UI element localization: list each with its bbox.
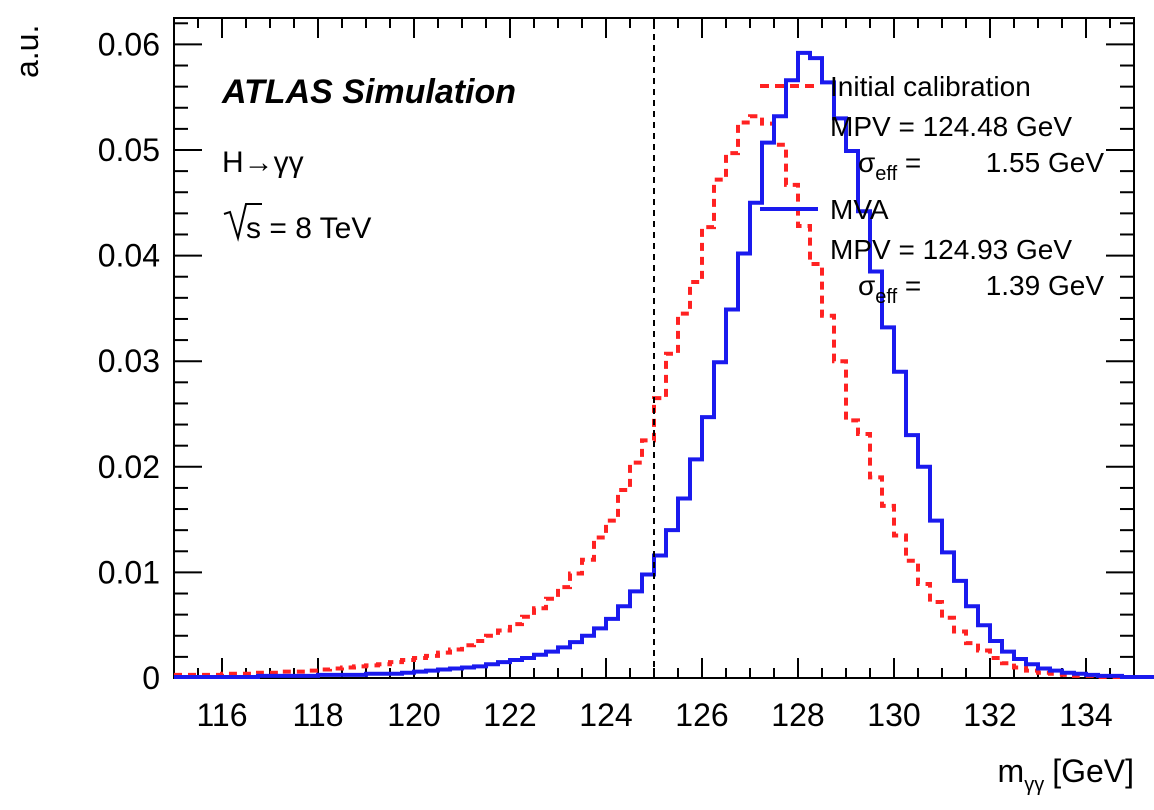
y-tick-label: 0.01: [98, 554, 160, 590]
sigma-sub: eff: [875, 286, 897, 308]
legend: Initial calibration MPV = 124.48 GeV σef…: [760, 71, 1104, 308]
legend-label-initial: Initial calibration: [830, 71, 1031, 102]
y-axis-title: a.u.: [9, 25, 45, 78]
process-label: H→γγ: [222, 146, 304, 179]
legend-sigma-value-mva: 1.39 GeV: [986, 270, 1105, 301]
y-tick-label: 0.06: [98, 26, 160, 62]
y-tick-label: 0.04: [98, 238, 160, 274]
sigma-symbol: σ: [858, 147, 875, 178]
x-tick-label: 124: [579, 697, 632, 733]
x-tick-label: 120: [387, 697, 440, 733]
x-axis-title-sub: γγ: [1024, 774, 1044, 796]
x-tick-label: 122: [483, 697, 536, 733]
sigma-symbol: σ: [858, 270, 875, 301]
x-tick-label: 116: [196, 697, 247, 733]
sqrt-symbol-icon: [223, 203, 262, 242]
legend-sigma-initial: σeff =: [858, 147, 929, 185]
axis-tick-labels: 116 118 120 122 124 126 128 130 132 134 0 0.01 0.02 0…: [98, 26, 1113, 733]
y-tick-label: 0.05: [98, 132, 160, 168]
sigma-eq: =: [897, 147, 929, 178]
energy-label: s = 8 TeV: [246, 212, 371, 245]
x-tick-label: 118: [292, 697, 343, 733]
x-tick-label: 126: [675, 697, 728, 733]
legend-mpv-initial: MPV = 124.48 GeV: [830, 111, 1072, 142]
sigma-sub: eff: [875, 163, 897, 185]
legend-mpv-mva: MPV = 124.93 GeV: [830, 234, 1072, 265]
legend-sigma-value-initial: 1.55 GeV: [986, 147, 1105, 178]
x-tick-label: 128: [771, 697, 824, 733]
experiment-label: ATLAS Simulation: [221, 73, 516, 111]
x-axis-title-unit: [GeV]: [1052, 753, 1134, 789]
legend-label-mva: MVA: [830, 194, 889, 225]
legend-sigma-mva: σeff =: [858, 270, 929, 308]
y-tick-label: 0.02: [98, 449, 160, 485]
series-layer: [174, 50, 1154, 679]
x-tick-label: 134: [1059, 697, 1112, 733]
x-axis-title: mγγ [GeV]: [998, 753, 1134, 796]
x-tick-label: 130: [867, 697, 920, 733]
x-axis-title-main: m: [998, 753, 1025, 789]
y-tick-label: 0.03: [98, 343, 160, 379]
x-tick-label: 132: [963, 697, 1016, 733]
series-mva: [174, 50, 1154, 679]
series-initial-calibration: [174, 114, 1154, 679]
y-tick-label: 0: [142, 660, 160, 696]
energy-label-group: s = 8 TeV: [223, 203, 371, 245]
sigma-eq: =: [897, 270, 929, 301]
